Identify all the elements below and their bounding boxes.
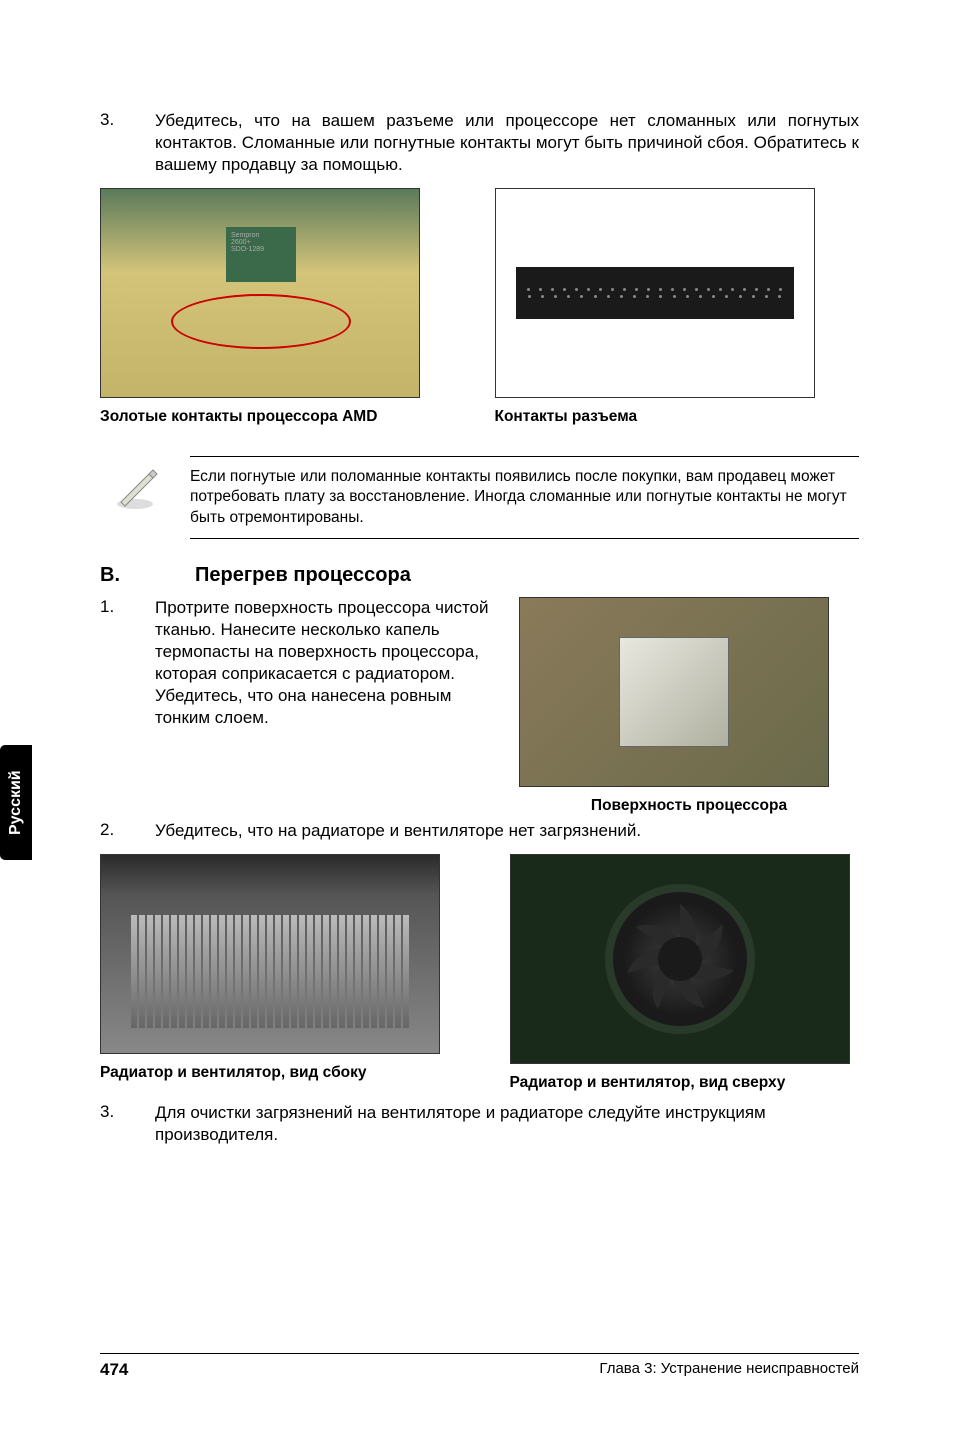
cpu-surface-image — [519, 597, 829, 787]
image-col-heatsink-top: Радиатор и вентилятор, вид сверху — [510, 854, 860, 1092]
image-col-cpu-pins: Sempron2600+SDO-1289 Золотые контакты пр… — [100, 188, 465, 426]
list-number: 3. — [100, 110, 155, 176]
fan-circle — [605, 884, 755, 1034]
image-col-socket: Контакты разъема — [495, 188, 860, 426]
socket-image — [495, 188, 815, 398]
heatsink-fins — [131, 915, 409, 1028]
page-footer: 474 Глава 3: Устранение неисправностей — [100, 1353, 859, 1380]
caption-socket: Контакты разъема — [495, 408, 860, 426]
list-item-b2: 2. Убедитесь, что на радиаторе и вентиля… — [100, 820, 859, 842]
image-row-2: Радиатор и вентилятор, вид сбоку — [100, 854, 859, 1092]
image-row-1: Sempron2600+SDO-1289 Золотые контакты пр… — [100, 188, 859, 426]
list-number: 3. — [100, 1102, 155, 1146]
list-item-3: 3. Убедитесь, что на вашем разъеме или п… — [100, 110, 859, 176]
note-box: Если погнутые или поломанные контакты по… — [100, 456, 859, 538]
page-content: 3. Убедитесь, что на вашем разъеме или п… — [0, 0, 954, 1218]
cpu-pins-image: Sempron2600+SDO-1289 — [100, 188, 420, 398]
highlight-ellipse — [171, 294, 351, 349]
note-icon — [100, 456, 170, 538]
language-tab: Русский — [0, 745, 32, 860]
heatsink-top-image — [510, 854, 850, 1064]
section-title: Перегрев процессора — [195, 564, 411, 587]
list-number: 2. — [100, 820, 155, 842]
caption-heatsink-side: Радиатор и вентилятор, вид сбоку — [100, 1064, 450, 1082]
list-text: Протрите поверхность процессора чистой т… — [155, 597, 499, 730]
image-col-heatsink-side: Радиатор и вентилятор, вид сбоку — [100, 854, 450, 1092]
caption-cpu-surface: Поверхность процессора — [519, 797, 859, 815]
caption-heatsink-top: Радиатор и вентилятор, вид сверху — [510, 1074, 860, 1092]
heatsink-side-image — [100, 854, 440, 1054]
list-text: Для очистки загрязнений на вентиляторе и… — [155, 1102, 859, 1146]
page-number: 474 — [100, 1360, 128, 1380]
note-text: Если погнутые или поломанные контакты по… — [190, 456, 859, 538]
section-letter: B. — [100, 564, 195, 587]
list-text: Убедитесь, что на радиаторе и вентилятор… — [155, 820, 641, 842]
list-text: Убедитесь, что на вашем разъеме или проц… — [155, 110, 859, 176]
step-b1-row: 1. Протрите поверхность процессора чисто… — [100, 597, 859, 815]
cpu-die — [619, 637, 729, 747]
cpu-chip-label: Sempron2600+SDO-1289 — [226, 227, 296, 282]
list-item-b1: 1. Протрите поверхность процессора чисто… — [100, 597, 499, 730]
caption-cpu-pins: Золотые контакты процессора AMD — [100, 408, 465, 426]
list-number: 1. — [100, 597, 155, 730]
chapter-title: Глава 3: Устранение неисправностей — [599, 1360, 859, 1380]
socket-strip — [516, 267, 794, 319]
list-item-b3: 3. Для очистки загрязнений на вентилятор… — [100, 1102, 859, 1146]
section-b-heading: B. Перегрев процессора — [100, 564, 859, 587]
